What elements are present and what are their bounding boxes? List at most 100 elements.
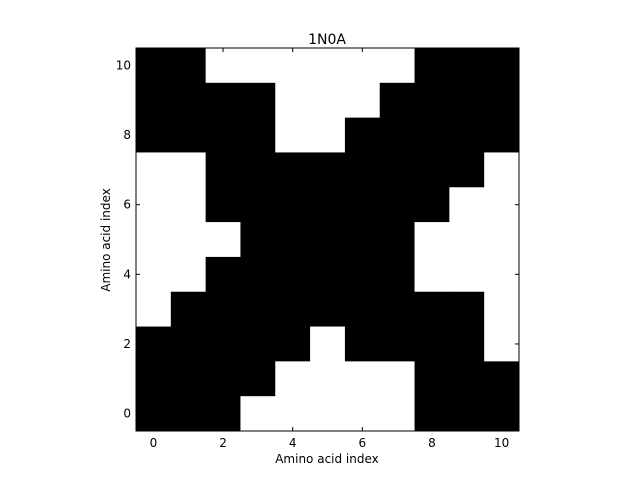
- heatmap-cell: [205, 48, 241, 84]
- heatmap-cell: [275, 82, 311, 119]
- heatmap-cell: [379, 222, 415, 258]
- heatmap-cell: [414, 152, 450, 188]
- heatmap-cell: [275, 48, 311, 84]
- heatmap-cell: [205, 117, 241, 153]
- axis-ticks: 0 2 4 6 8 10 0 2 4 6 8 10: [116, 48, 519, 450]
- heatmap-cell: [414, 187, 450, 223]
- heatmap-cell: [275, 152, 311, 188]
- heatmap-cell: [344, 361, 381, 397]
- x-tick-label: 4: [289, 436, 297, 450]
- heatmap-cell: [275, 326, 311, 362]
- heatmap-cell: [484, 291, 520, 327]
- heatmap-cell: [310, 361, 346, 397]
- y-tick-label: 6: [123, 198, 131, 212]
- heatmap-cell: [379, 152, 415, 188]
- heatmap-cell: [275, 256, 311, 293]
- heatmap-cell: [275, 291, 311, 327]
- heatmap-cell: [170, 222, 207, 258]
- heatmap-cell: [170, 152, 207, 188]
- heatmap-cell: [205, 222, 241, 258]
- heatmap-cell: [275, 117, 311, 153]
- heatmap-cell: [449, 326, 485, 362]
- heatmap-cell: [170, 187, 207, 223]
- heatmap-cell: [205, 82, 241, 119]
- heatmap-cell: [414, 326, 450, 362]
- heatmap-cell: [136, 291, 172, 327]
- heatmap-cell: [170, 291, 207, 327]
- heatmap-cell: [310, 291, 346, 327]
- heatmap-cell: [170, 48, 207, 84]
- heatmap-cell: [379, 326, 415, 362]
- heatmap-cell: [240, 117, 276, 153]
- heatmap-cell: [136, 222, 172, 258]
- heatmap-cell: [344, 396, 381, 432]
- heatmap-cell: [170, 117, 207, 153]
- y-tick-label: 2: [123, 337, 131, 351]
- heatmap-cell: [310, 82, 346, 119]
- heatmap-cell: [414, 256, 450, 293]
- heatmap-cell: [310, 187, 346, 223]
- chart-title: 1N0A: [308, 32, 346, 48]
- heatmap-cell: [310, 152, 346, 188]
- y-tick-label: 0: [123, 407, 131, 421]
- heatmap-cell: [484, 222, 520, 258]
- x-axis-title: Amino acid index: [275, 452, 379, 466]
- x-tick-label: 2: [219, 436, 227, 450]
- plot-frame: [135, 47, 520, 432]
- heatmap-cell: [240, 396, 276, 432]
- heatmap-cell: [205, 152, 241, 188]
- heatmap-cell: [170, 256, 207, 293]
- y-tick-label: 4: [123, 267, 131, 281]
- heatmap-cell: [344, 326, 381, 362]
- heatmap-cell: [379, 361, 415, 397]
- heatmap-cell: [449, 152, 485, 188]
- heatmap-cell: [136, 82, 172, 119]
- heatmap-cell: [310, 48, 346, 84]
- heatmap-cell: [449, 256, 485, 293]
- heatmap-cell: [414, 361, 450, 397]
- heatmap-cell: [136, 48, 172, 84]
- heatmap-cell: [136, 361, 172, 397]
- heatmap-cell: [414, 82, 450, 119]
- heatmap-cell: [484, 152, 520, 188]
- heatmap-cell: [484, 326, 520, 362]
- x-tick-label: 0: [150, 436, 158, 450]
- heatmap-cell: [310, 256, 346, 293]
- heatmap-cell: [205, 187, 241, 223]
- heatmap-cell: [344, 222, 381, 258]
- heatmap-cell: [136, 326, 172, 362]
- heatmap-cell: [170, 361, 207, 397]
- heatmap-cell: [136, 187, 172, 223]
- heatmap-cell: [240, 291, 276, 327]
- heatmap-cell: [414, 222, 450, 258]
- heatmap-cell: [240, 48, 276, 84]
- heatmap-cell: [310, 222, 346, 258]
- heatmap-cell: [379, 187, 415, 223]
- heatmap-cell: [379, 48, 415, 84]
- heatmap-cell: [379, 117, 415, 153]
- x-tick-label: 10: [494, 436, 509, 450]
- heatmap-cells: [136, 48, 520, 432]
- heatmap-cell: [136, 396, 172, 432]
- heatmap-cell: [344, 82, 381, 119]
- heatmap-cell: [449, 396, 485, 432]
- heatmap-cell: [449, 187, 485, 223]
- heatmap-cell: [449, 117, 485, 153]
- heatmap-cell: [136, 117, 172, 153]
- heatmap-cell: [379, 82, 415, 119]
- y-tick-label: 10: [116, 58, 131, 72]
- heatmap-cell: [449, 361, 485, 397]
- heatmap-cell: [344, 187, 381, 223]
- heatmap-cell: [205, 361, 241, 397]
- heatmap-cell: [240, 222, 276, 258]
- heatmap-cell: [136, 256, 172, 293]
- heatmap-cell: [484, 187, 520, 223]
- heatmap-cell: [449, 82, 485, 119]
- heatmap-cell: [484, 396, 520, 432]
- y-axis-title: Amino acid index: [99, 188, 113, 292]
- heatmap-cell: [240, 256, 276, 293]
- y-tick-label: 8: [123, 128, 131, 142]
- heatmap-cell: [136, 152, 172, 188]
- heatmap-cell: [344, 48, 381, 84]
